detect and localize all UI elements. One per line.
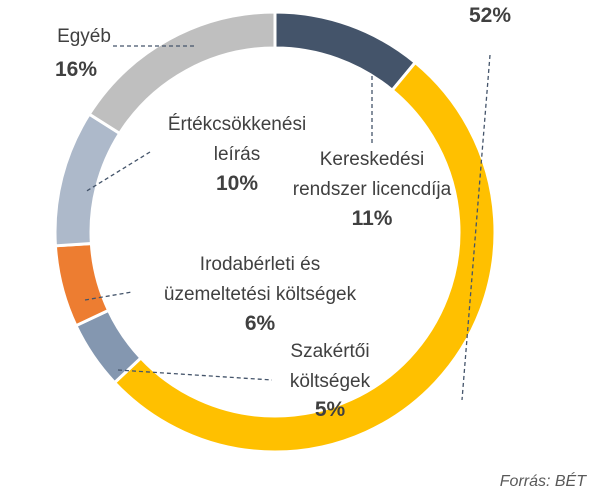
donut-segment [112,60,497,454]
segment-label: Szakértői költségek [289,341,371,392]
segment-label: Irodabérleti és üzemeltetési költségek [163,254,357,305]
leader-line [117,369,273,381]
value-label: 52% [468,4,512,27]
arcs [53,10,497,454]
value-label: 6% [244,312,276,335]
value-label: 10% [215,172,259,195]
value-label: 5% [314,398,346,421]
donut-segment [53,241,111,328]
value-label: 16% [54,58,98,81]
leader-line [84,291,133,301]
source: Forrás: BÉT [499,473,586,490]
donut-segment [87,10,277,136]
segment-label: Értékcsökkenési leírás [167,114,307,165]
donut-segment [53,112,122,248]
donut-segment [273,10,418,93]
value-label: 11% [351,207,393,230]
segment-label: Egyéb [57,26,111,47]
leader-line [84,151,151,193]
segment-label: Kereskedési rendszer licencdíja [292,149,452,200]
leader-line [461,54,491,401]
